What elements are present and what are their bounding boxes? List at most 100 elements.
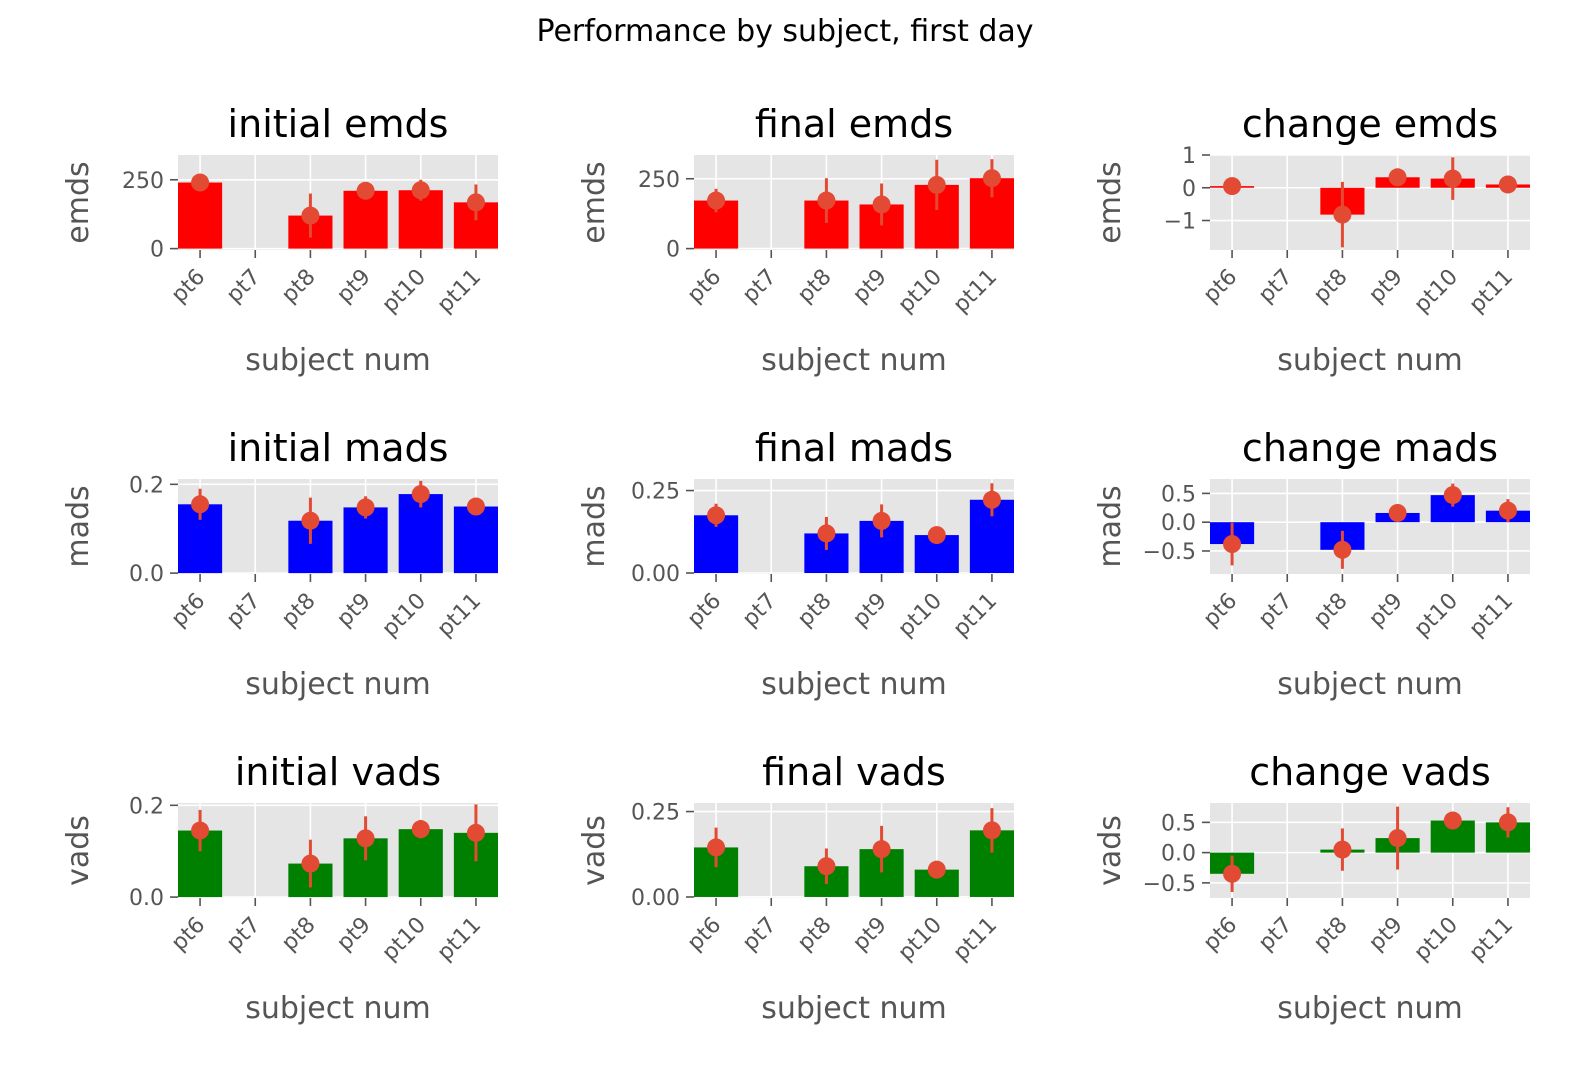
- mean-point: [411, 181, 430, 200]
- x-tick-label: pt6: [1199, 265, 1243, 309]
- mean-point: [707, 838, 726, 857]
- subplot-title: initial emds: [228, 102, 449, 146]
- subplot-title: final mads: [755, 426, 953, 470]
- mean-point: [707, 506, 726, 525]
- x-tick-label: pt9: [1364, 913, 1408, 957]
- y-axis-label: emds: [1093, 161, 1128, 243]
- y-tick-label: 0.2: [129, 473, 164, 498]
- x-axis-label: subject num: [245, 343, 431, 378]
- y-tick-label: 0.00: [631, 886, 680, 911]
- x-tick-label: pt6: [1199, 589, 1243, 633]
- subplot-title: change emds: [1242, 102, 1498, 146]
- mean-point: [817, 524, 836, 543]
- y-axis-label: emds: [61, 161, 96, 243]
- bar: [398, 829, 443, 898]
- x-axis-label: subject num: [1277, 343, 1463, 378]
- y-axis-label: vads: [577, 815, 612, 886]
- x-tick-label: pt9: [848, 265, 892, 309]
- plot-area: [694, 803, 1014, 898]
- subplot-title: final vads: [762, 750, 946, 794]
- x-tick-label: pt7: [1254, 589, 1298, 633]
- y-tick-label: 0: [1182, 177, 1196, 202]
- y-axis-label: mads: [61, 485, 96, 567]
- x-tick-label: pt8: [277, 913, 321, 957]
- x-tick-label: pt11: [433, 913, 486, 966]
- x-axis-label: subject num: [761, 991, 947, 1026]
- mean-point: [466, 193, 485, 212]
- x-tick-label: pt6: [1199, 913, 1243, 957]
- x-tick-label: pt6: [683, 913, 727, 957]
- subplot: 0.0 0.2 pt6 pt7 pt8 pt9 pt10 pt11 initial mads su…: [61, 426, 498, 702]
- x-tick-label: pt11: [949, 265, 1002, 318]
- subplot: −1 0 1 pt6 pt7 pt8 pt9 pt10 pt11 change emds subje…: [1093, 102, 1530, 378]
- y-tick-label: 1: [1182, 144, 1196, 169]
- plot-area: [694, 155, 1014, 250]
- mean-point: [1498, 813, 1517, 832]
- x-tick-label: pt10: [378, 589, 431, 642]
- x-tick-label: pt6: [167, 589, 211, 633]
- y-axis-label: emds: [577, 161, 612, 243]
- x-tick-label: pt8: [793, 265, 837, 309]
- x-tick-label: pt11: [949, 589, 1002, 642]
- y-tick-label: 0.0: [1161, 842, 1196, 867]
- mean-point: [1333, 540, 1352, 559]
- x-tick-label: pt11: [1465, 913, 1518, 966]
- x-axis-label: subject num: [245, 991, 431, 1026]
- mean-point: [191, 821, 210, 840]
- mean-point: [707, 191, 726, 210]
- subplot-title: initial vads: [235, 750, 441, 794]
- x-tick-label: pt7: [222, 589, 266, 633]
- x-tick-label: pt10: [1410, 913, 1463, 966]
- x-tick-label: pt6: [683, 589, 727, 633]
- subplot-title: final emds: [755, 102, 953, 146]
- mean-point: [191, 173, 210, 192]
- bar: [453, 506, 498, 574]
- x-tick-label: pt8: [1309, 913, 1353, 957]
- mean-point: [982, 490, 1001, 509]
- subplot: 0.0 0.2 pt6 pt7 pt8 pt9 pt10 pt11 initial vads su…: [61, 750, 498, 1026]
- x-tick-label: pt11: [949, 913, 1002, 966]
- subplot: 0.00 0.25 pt6 pt7 pt8 pt9 pt10 pt11 final vads su…: [577, 750, 1014, 1026]
- x-tick-label: pt7: [738, 913, 782, 957]
- mean-point: [191, 495, 210, 514]
- subplot: 0 250 pt6 pt7 pt8 pt9 pt10 pt11 initial emds subj…: [61, 102, 498, 378]
- x-tick-label: pt7: [738, 265, 782, 309]
- mean-point: [982, 169, 1001, 188]
- mean-point: [411, 820, 430, 839]
- mean-point: [1388, 829, 1407, 848]
- y-tick-label: −0.5: [1143, 872, 1196, 897]
- x-tick-label: pt9: [848, 589, 892, 633]
- x-tick-label: pt9: [332, 589, 376, 633]
- x-axis-label: subject num: [245, 667, 431, 702]
- y-tick-label: 250: [638, 168, 680, 193]
- x-tick-label: pt10: [894, 913, 947, 966]
- mean-point: [1223, 864, 1242, 883]
- subplot-title: change vads: [1249, 750, 1491, 794]
- mean-point: [301, 511, 320, 530]
- x-tick-label: pt6: [167, 265, 211, 309]
- mean-point: [927, 175, 946, 194]
- mean-point: [356, 181, 375, 200]
- mean-point: [301, 206, 320, 225]
- plot-area: [1210, 479, 1530, 574]
- x-tick-label: pt7: [738, 589, 782, 633]
- x-axis-label: subject num: [1277, 991, 1463, 1026]
- plot-area: [178, 803, 498, 898]
- y-tick-label: 0.5: [1161, 482, 1196, 507]
- y-tick-label: 0.5: [1161, 811, 1196, 836]
- x-axis-label: subject num: [761, 667, 947, 702]
- subplot: 0 250 pt6 pt7 pt8 pt9 pt10 pt11 final emds subjec…: [577, 102, 1014, 378]
- x-tick-label: pt7: [222, 265, 266, 309]
- subplot-title: change mads: [1242, 426, 1498, 470]
- x-tick-label: pt8: [1309, 589, 1353, 633]
- figure-title: Performance by subject, first day: [536, 14, 1034, 49]
- y-tick-label: 0.0: [1161, 511, 1196, 536]
- bar: [178, 182, 223, 249]
- plot-area: [1210, 155, 1530, 250]
- y-tick-label: 250: [122, 169, 164, 194]
- mean-point: [356, 498, 375, 517]
- mean-point: [1223, 535, 1242, 554]
- x-tick-label: pt6: [167, 913, 211, 957]
- mean-point: [1498, 175, 1517, 194]
- x-tick-label: pt8: [277, 265, 321, 309]
